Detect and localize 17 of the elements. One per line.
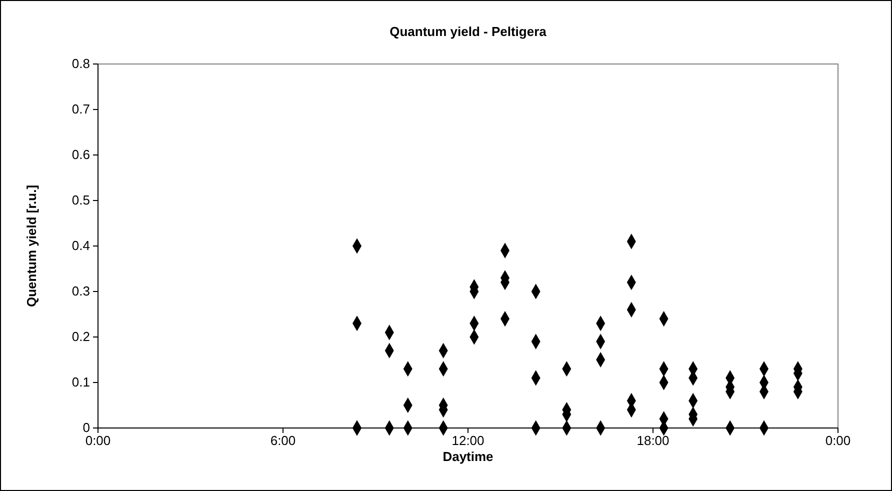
- y-tick-label: 0.3: [72, 284, 90, 299]
- x-tick-label: 6:00: [270, 433, 296, 448]
- x-tick-label: 18:00: [636, 433, 670, 448]
- x-tick-label: 12:00: [452, 433, 484, 448]
- y-tick-label: 0.2: [72, 329, 90, 344]
- y-axis-title: Quentum yield [r.u.]: [24, 184, 39, 308]
- y-tick-label: 0.6: [72, 147, 90, 162]
- y-tick-label: 0.4: [72, 238, 90, 254]
- x-tick-label: 0:00: [85, 433, 111, 448]
- chart-title: Quantum yield - Peltigera: [390, 24, 548, 39]
- y-tick-label: 0.1: [72, 374, 90, 390]
- y-tick-label: 0: [82, 420, 90, 436]
- x-axis-title: Daytime: [442, 449, 494, 464]
- x-tick-label: 0:00: [825, 433, 851, 448]
- y-tick-label: 0.8: [72, 56, 90, 72]
- y-tick-label: 0.7: [72, 102, 90, 117]
- y-tick-label: 0.5: [72, 192, 90, 208]
